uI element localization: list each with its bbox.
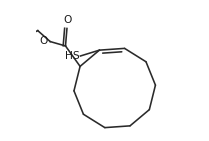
Text: O: O: [64, 15, 72, 25]
Text: HS: HS: [65, 51, 79, 61]
Text: O: O: [39, 36, 48, 46]
